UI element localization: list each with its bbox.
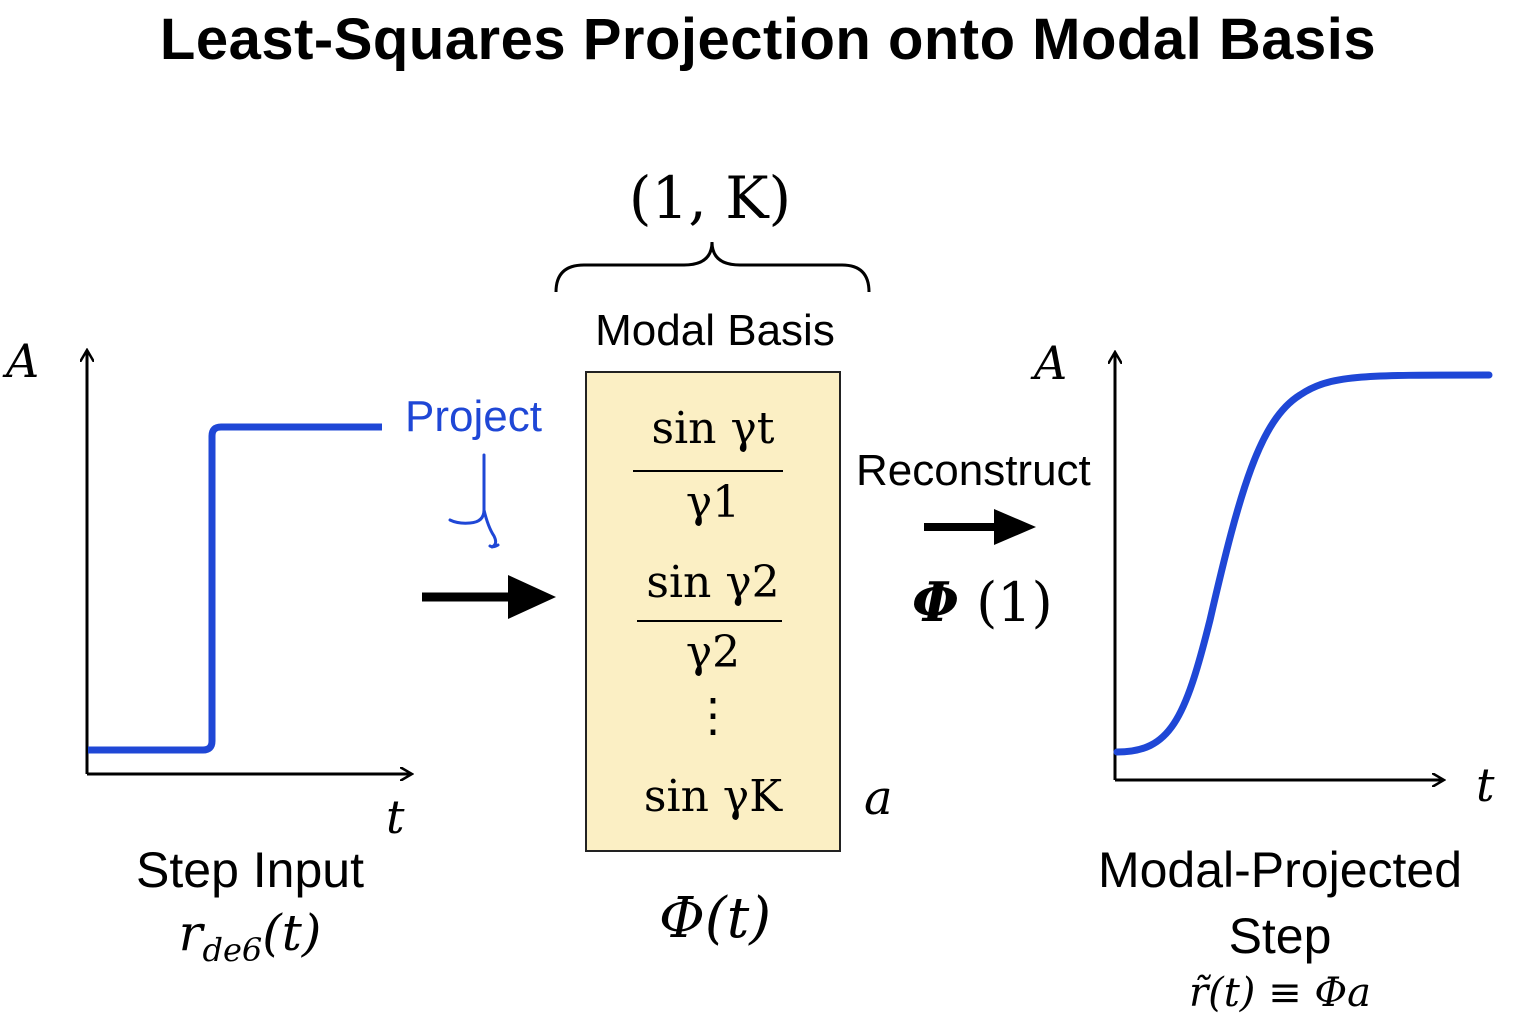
reconstruct-label: Reconstruct — [856, 446, 1091, 495]
basis-row-1-numerator: sin γt — [651, 403, 775, 454]
basis-row-1-fraction-bar — [633, 470, 783, 472]
left-x-axis-label: t — [386, 790, 405, 844]
projected-step-curve — [1113, 371, 1493, 756]
right-y-axis-label: A — [1034, 336, 1068, 390]
basis-row-last: sin γK — [643, 771, 783, 822]
project-pointer — [448, 453, 500, 549]
basis-row-2-denominator: γ2 — [685, 627, 741, 678]
dimension-brace — [554, 241, 871, 293]
projected-caption-line1: Modal-Projected — [1097, 842, 1463, 898]
basis-symbol: Φ(t) — [658, 886, 772, 951]
page-title: Least-Squares Projection onto Modal Basi… — [159, 7, 1377, 72]
reconstruct-symbol: Φ (1) — [912, 570, 1053, 634]
basis-row-1-denominator: γ1 — [685, 477, 741, 528]
basis-ellipsis: ⋮ — [690, 688, 736, 742]
basis-dimension: (1, K) — [628, 164, 792, 232]
step-input-curve — [88, 423, 382, 754]
basis-row-2-numerator: sin γ2 — [646, 557, 780, 608]
modal-basis-title: Modal Basis — [595, 306, 835, 355]
projected-caption-line2: Step — [1228, 908, 1332, 964]
basis-row-2-fraction-bar — [637, 620, 782, 622]
step-input-caption: Step Input — [136, 842, 364, 898]
right-x-axis-label: t — [1476, 758, 1495, 812]
project-label: Project — [405, 392, 542, 441]
step-input-symbol: rde6(t) — [178, 904, 322, 969]
modal-basis-box: sin γt γ1 sin γ2 γ2 ⋮ sin γK — [585, 371, 841, 852]
left-y-axis-label: A — [6, 334, 40, 388]
coefficient-label: a — [864, 770, 893, 826]
projected-equation: r̃(t) ≡ Φa — [1189, 970, 1371, 1016]
